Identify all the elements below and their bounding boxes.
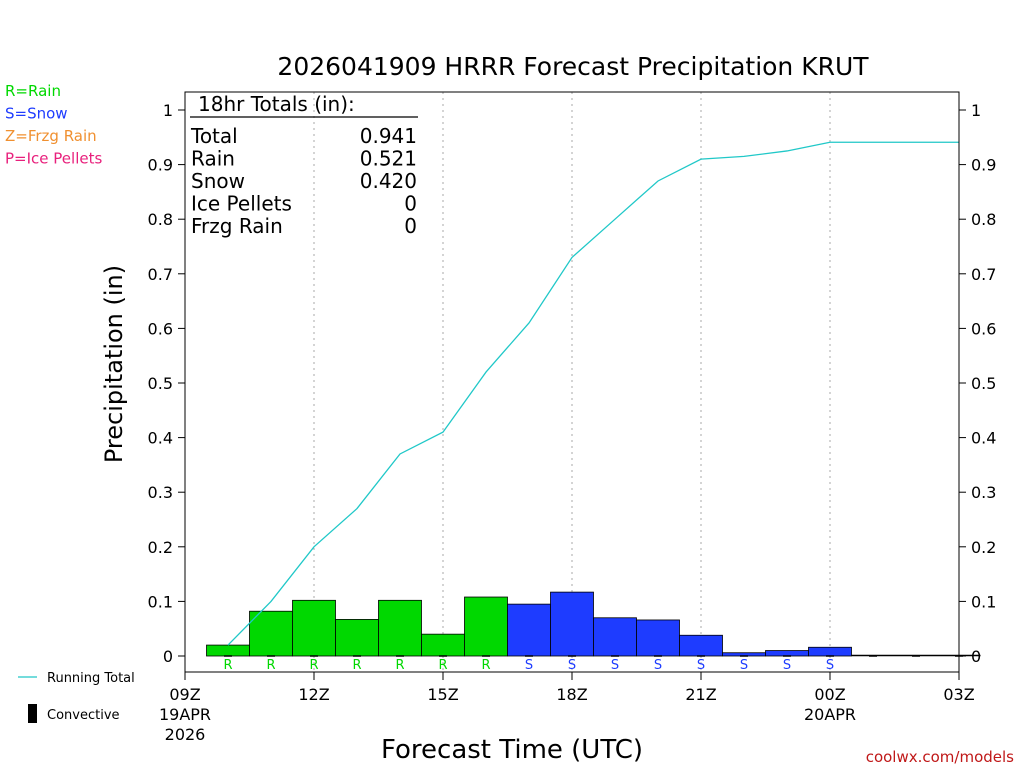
running-total-line: [227, 141, 959, 646]
grid-lines: [313, 92, 831, 672]
running-total-legend-label: Running Total: [47, 671, 135, 686]
precip-type-label: R: [438, 658, 447, 673]
y-tick-label-right: 0.6: [971, 319, 996, 338]
x-tick-date: 20APR: [804, 705, 856, 724]
y-tick-label-right: 0.3: [971, 483, 996, 502]
y-tick-label-left: 0.6: [148, 319, 173, 338]
y-tick-label-right: 0.5: [971, 374, 996, 393]
totals-row-label: Ice Pellets: [191, 192, 292, 216]
totals-row-label: Frzg Rain: [191, 214, 283, 238]
precip-type-label: S: [568, 658, 576, 673]
precip-type-legend: R=Rain S=Snow Z=Frzg Rain P=Ice Pellets: [5, 82, 102, 168]
convective-legend-label: Convective: [47, 708, 120, 723]
y-tick-label-left: 0.2: [148, 538, 173, 557]
totals-row-label: Snow: [191, 169, 245, 193]
y-axis-right: 0 0.1 0.2 0.3 0.4 0.5 0.6 0.7 0.8 0.9 1: [959, 101, 996, 666]
totals-row-value: 0.420: [360, 169, 417, 193]
x-tick-label: 00Z: [814, 685, 845, 704]
y-tick-label-left: 0.4: [148, 429, 173, 448]
precip-bar: [464, 596, 508, 657]
y-tick-label-left: 0.5: [148, 374, 173, 393]
precip-type-label: R: [481, 658, 490, 673]
precip-type-label: R: [223, 658, 232, 673]
precip-type-label: R: [352, 658, 361, 673]
totals-row-value: 0: [404, 214, 417, 238]
precip-bar: [679, 634, 723, 657]
y-tick-label-left: 1: [163, 101, 173, 120]
x-tick-label: 09Z: [169, 685, 200, 704]
precip-bar: [765, 650, 809, 657]
precip-type-label: S: [611, 658, 619, 673]
y-tick-label-right: 0.1: [971, 592, 996, 611]
y-tick-label-right: 1: [971, 101, 981, 120]
totals-row-label: Rain: [191, 147, 235, 171]
precip-type-label: S: [697, 658, 705, 673]
x-tick-label: 03Z: [943, 685, 974, 704]
y-tick-label-left: 0.3: [148, 483, 173, 502]
y-tick-label-left: 0.9: [148, 156, 173, 175]
precip-type-label: S: [654, 658, 662, 673]
totals-row-value: 0.941: [360, 124, 417, 148]
precip-bar: [206, 644, 250, 657]
precip-bar: [550, 591, 594, 657]
type-legend-entry: R=Rain: [5, 82, 61, 100]
totals-header: 18hr Totals (in):: [198, 92, 355, 116]
y-axis-left: 0 0.1 0.2 0.3 0.4 0.5 0.6 0.7 0.8 0.9 1: [148, 101, 185, 666]
type-legend-entry: Z=Frzg Rain: [5, 127, 97, 145]
x-tick-year: 2026: [165, 725, 206, 744]
y-tick-label-right: 0.7: [971, 265, 996, 284]
y-tick-label-left: 0: [163, 647, 173, 666]
totals-box: 18hr Totals (in): Total 0.941 Rain 0.521 Sno…: [190, 92, 418, 238]
precip-bar: [249, 610, 293, 657]
x-tick-label: 21Z: [685, 685, 716, 704]
y-tick-label-right: 0.8: [971, 210, 996, 229]
y-tick-label-right: 0.2: [971, 538, 996, 557]
precip-type-label: S: [740, 658, 748, 673]
credit-text: coolwx.com/models: [866, 748, 1014, 766]
y-tick-label-left: 0.1: [148, 592, 173, 611]
type-legend-entry: P=Ice Pellets: [5, 150, 102, 168]
precip-bars: [206, 591, 981, 657]
precip-type-label: R: [309, 658, 318, 673]
precip-bar: [636, 619, 680, 657]
type-legend-entry: S=Snow: [5, 105, 68, 123]
y-tick-label-left: 0.8: [148, 210, 173, 229]
precip-bar: [378, 599, 422, 657]
running-total-series: [227, 141, 959, 646]
chart-title: 2026041909 HRRR Forecast Precipitation K…: [277, 52, 869, 81]
y-tick-label-right: 0.9: [971, 156, 996, 175]
precip-bar: [507, 603, 551, 657]
precip-type-label: R: [395, 658, 404, 673]
precip-type-label: S: [826, 658, 834, 673]
y-tick-label-left: 0.7: [148, 265, 173, 284]
precip-bar: [292, 599, 336, 657]
precip-type-label: R: [266, 658, 275, 673]
precip-bar: [808, 646, 852, 657]
y-tick-label-right: 0: [971, 647, 981, 666]
x-tick-date: 19APR: [159, 705, 211, 724]
totals-row-value: 0.521: [360, 147, 417, 171]
x-axis-title: Forecast Time (UTC): [381, 735, 643, 765]
totals-row-label: Total: [190, 124, 238, 148]
x-tick-label: 18Z: [556, 685, 587, 704]
line-legend: Running Total Convective: [18, 671, 135, 723]
precip-bar: [593, 617, 637, 657]
convective-legend-swatch: [28, 704, 37, 723]
precip-type-label: S: [783, 658, 791, 673]
y-tick-label-right: 0.4: [971, 429, 996, 448]
totals-row-value: 0: [404, 192, 417, 216]
precip-bar: [335, 619, 379, 657]
x-tick-label: 15Z: [427, 685, 458, 704]
x-tick-label: 12Z: [298, 685, 329, 704]
precip-bar: [421, 633, 465, 657]
precip-type-label: S: [525, 658, 533, 673]
y-axis-title: Precipitation (in): [100, 265, 128, 463]
